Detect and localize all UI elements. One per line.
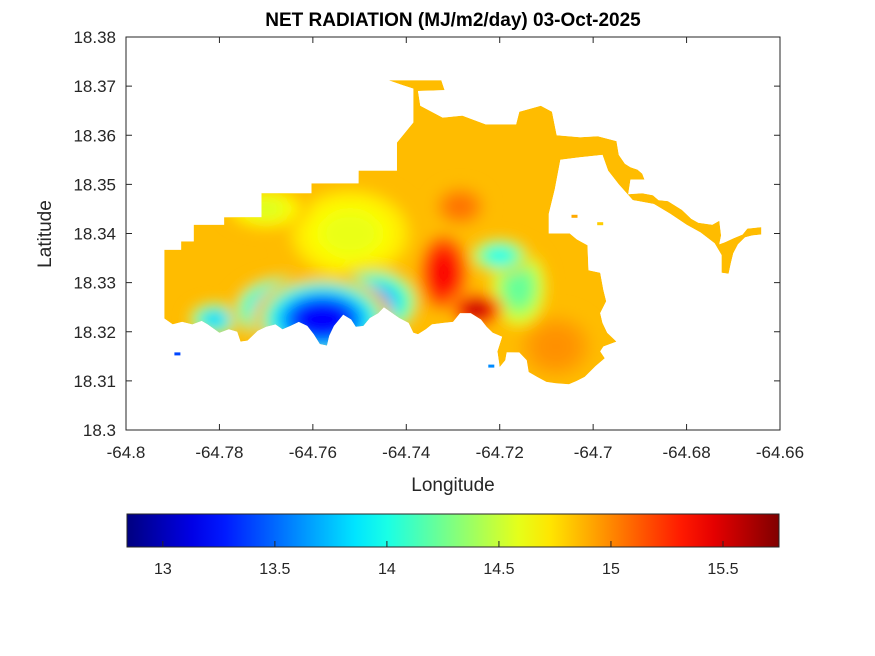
colorbar-tick-label: 13 [154,561,172,578]
x-tick-label: -64.8 [107,443,146,462]
x-tick-label: -64.74 [382,443,430,462]
contour-blobs [186,181,720,384]
colorbar-tick-label: 14 [378,561,396,578]
contour-band-central-green [321,212,380,255]
y-tick-label: 18.3 [83,421,116,440]
y-tick-label: 18.32 [73,323,116,342]
y-tick-label: 18.31 [73,372,116,391]
colorbar-tick-label: 14.5 [483,561,514,578]
islet [597,222,604,226]
y-tick-label: 18.33 [73,274,116,293]
y-tick-label: 18.37 [73,77,116,96]
y-tick-label: 18.34 [73,225,116,244]
colorbar-ticks: 13 13.5 14 14.5 15 15.5 [154,541,739,578]
contour-band-east-cool [486,248,513,264]
y-tick-label: 18.38 [73,28,116,47]
x-tick-label: -64.66 [756,443,804,462]
islet [571,214,578,218]
y-tick-label: 18.36 [73,126,116,145]
x-tick-label: -64.76 [289,443,337,462]
colorbar: 13 13.5 14 14.5 15 15.5 [126,513,780,578]
chart-title: NET RADIATION (MJ/m2/day) 03-Oct-2025 [265,10,641,31]
plot-area: -64.8 -64.78 -64.76 -64.74 -64.72 -64.7 -64.68… [73,28,804,462]
x-tick-label: -64.7 [574,443,613,462]
x-tick-label: -64.68 [662,443,710,462]
islet [174,352,181,356]
contour-map [164,80,762,385]
x-axis-label: Longitude [411,475,494,496]
y-axis: 18.3 18.31 18.32 18.33 18.34 18.35 18.36 18.37 1… [73,28,780,440]
colorbar-tick-label: 15.5 [707,561,738,578]
contour-band-central-hot [432,254,456,292]
x-tick-label: -64.72 [476,443,524,462]
contour-band-east-cool-ext [505,269,532,306]
islet [488,364,495,368]
x-tick-label: -64.78 [195,443,243,462]
colorbar-tick-label: 13.5 [259,561,290,578]
contour-band-west-cool [203,311,227,328]
contour-band-south-east-orange [538,331,574,362]
y-tick-label: 18.35 [73,175,116,194]
colorbar-tick-label: 15 [602,561,620,578]
y-axis-label: Latitude [35,200,56,268]
colorbar-gradient [126,513,780,548]
contour-band-north-warm [448,197,472,216]
x-axis: -64.8 -64.78 -64.76 -64.74 -64.72 -64.7 -64.68… [107,37,804,462]
islets [174,214,604,368]
